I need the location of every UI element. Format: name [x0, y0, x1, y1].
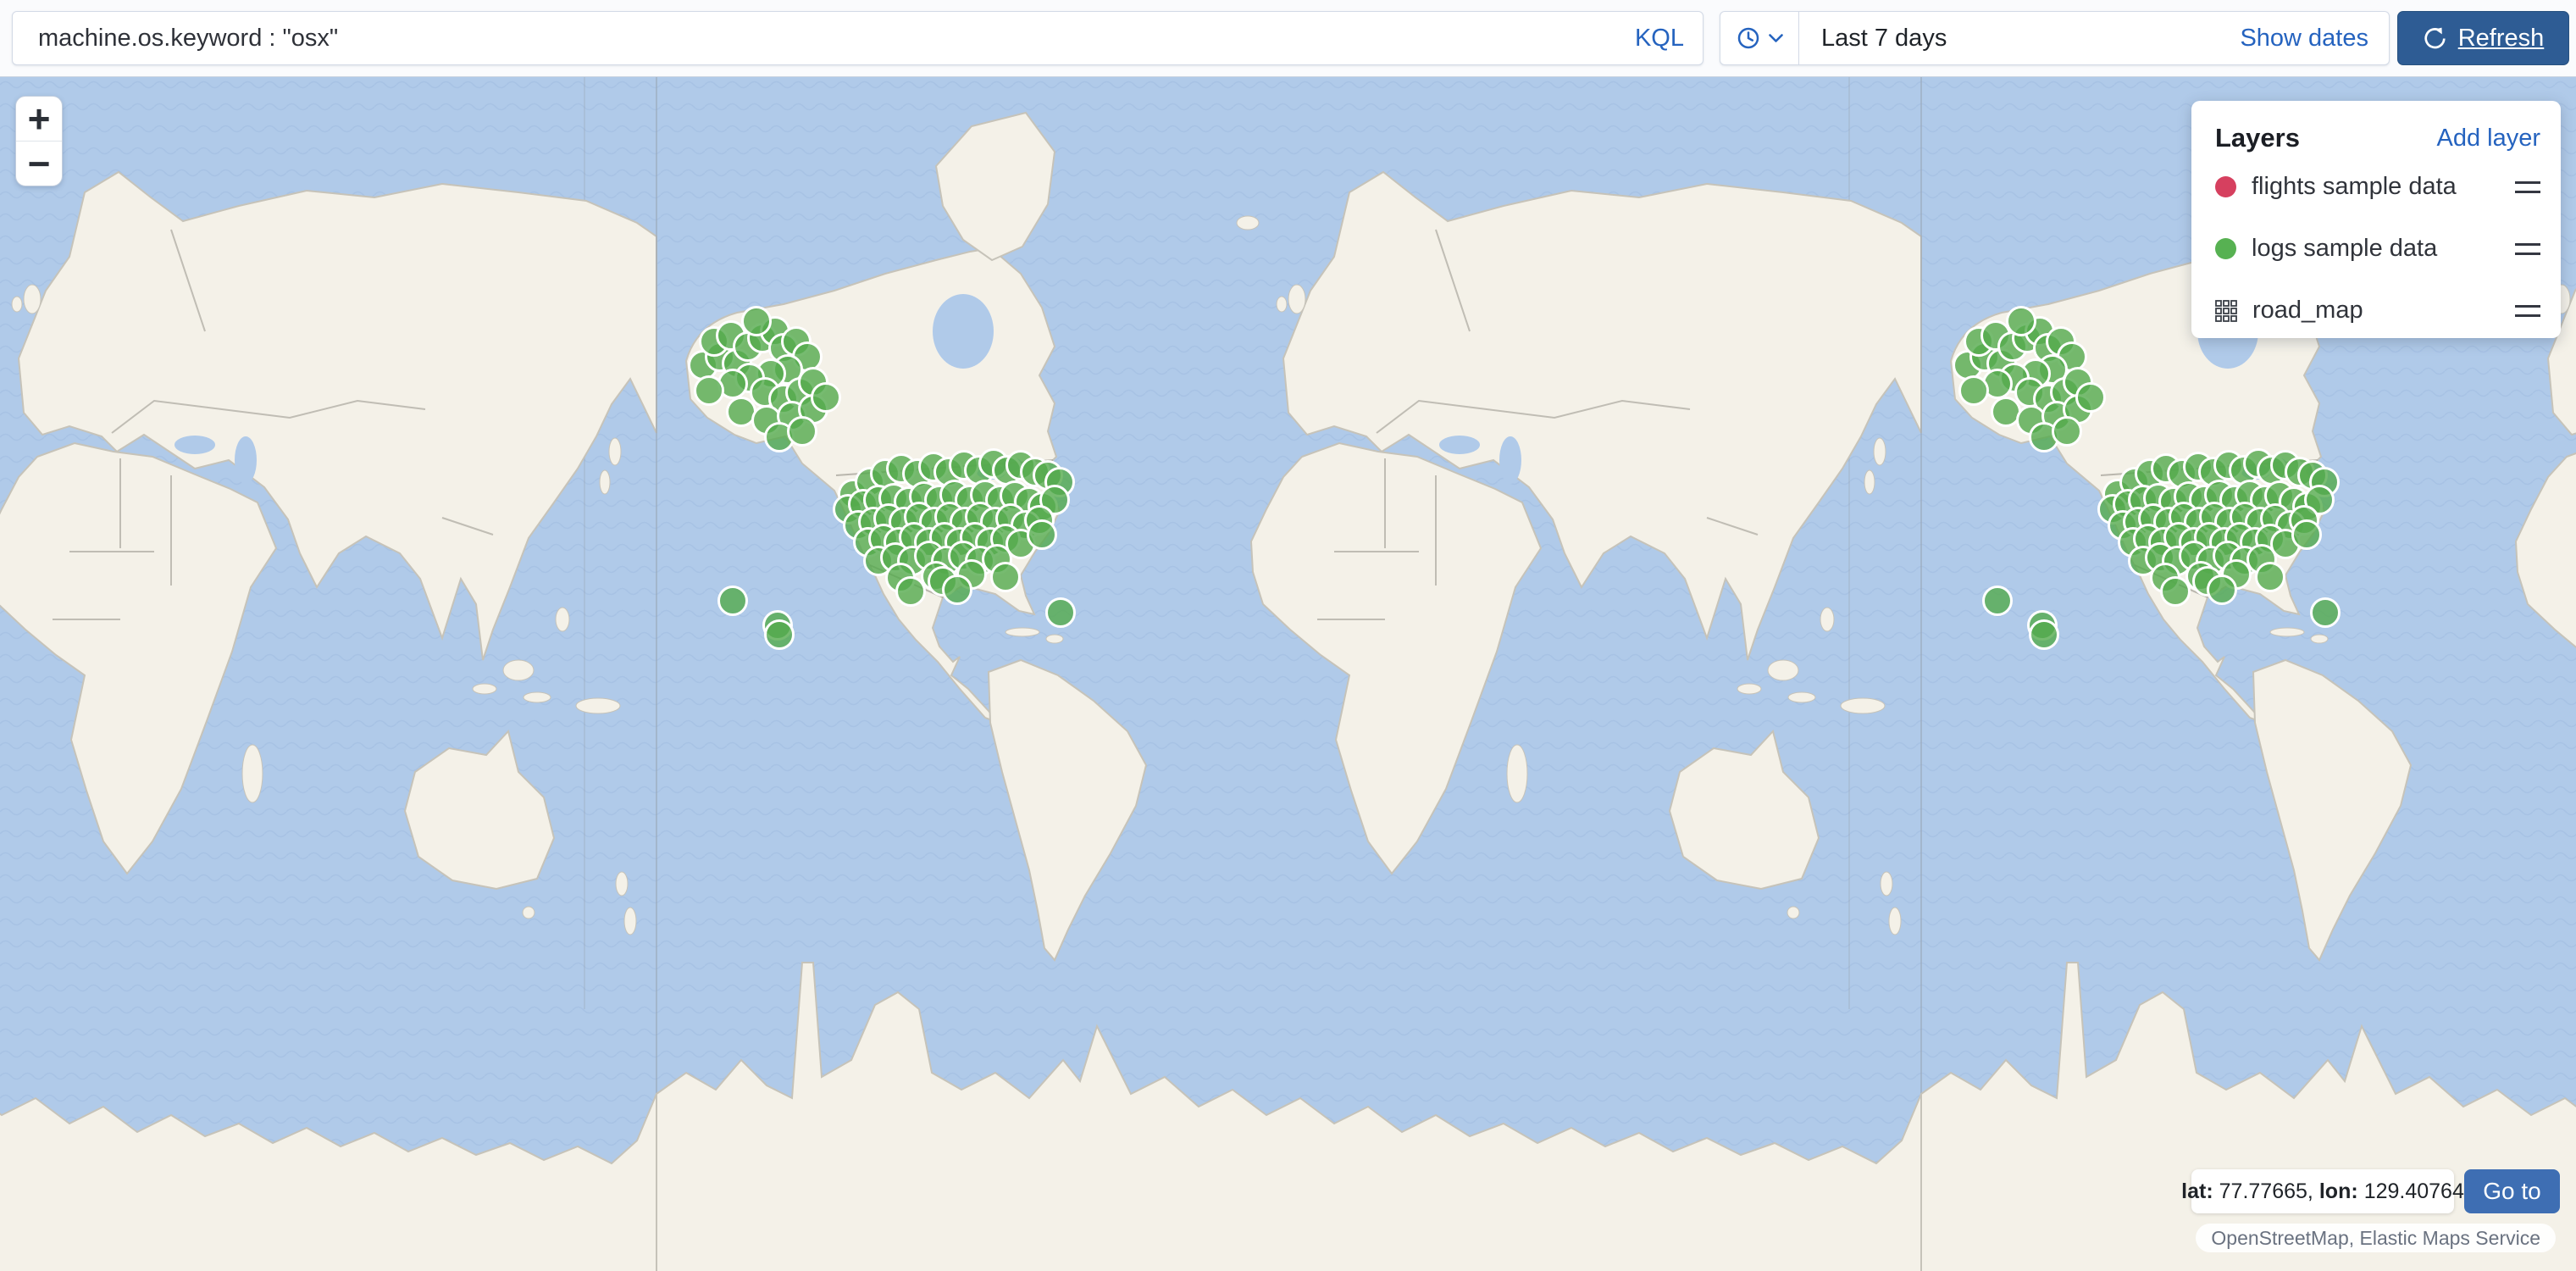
drag-handle-icon[interactable]	[2515, 180, 2540, 193]
drag-handle-icon[interactable]	[2515, 242, 2540, 255]
show-dates-button[interactable]: Show dates	[2240, 24, 2368, 52]
layers-panel: Layers Add layer flights sample data log…	[2191, 101, 2561, 338]
layer-name[interactable]: flights sample data	[2252, 173, 2457, 200]
lon-label: lon:	[2318, 1179, 2358, 1203]
query-language-button[interactable]: KQL	[1634, 24, 1684, 52]
layer-row-roadmap[interactable]: road_map	[2215, 282, 2540, 339]
logs-layer-dots[interactable]	[0, 77, 2576, 1271]
cursor-coordinates: lat: 77.77665, lon: 129.40764	[2181, 1169, 2464, 1213]
time-quick-menu-button[interactable]	[1720, 12, 1799, 64]
lat-label: lat:	[2181, 1179, 2213, 1203]
chevron-down-icon	[1769, 33, 1783, 42]
goto-button[interactable]: Go to	[2464, 1169, 2560, 1213]
kql-query-input[interactable]: machine.os.keyword : "osx" KQL	[12, 11, 1703, 65]
map-canvas[interactable]: + − Layers Add layer flights sample data…	[0, 76, 2576, 1271]
flights-layer-swatch-icon	[2215, 176, 2236, 197]
clock-icon	[1737, 27, 1759, 49]
layer-row-flights[interactable]: flights sample data	[2215, 158, 2540, 215]
query-toolbar: machine.os.keyword : "osx" KQL Last 7 da…	[0, 0, 2576, 76]
refresh-button[interactable]: Refresh	[2397, 11, 2569, 65]
map-zoom-control: + −	[15, 96, 63, 186]
time-picker: Last 7 days Show dates	[1720, 11, 2390, 65]
refresh-label: Refresh	[2457, 24, 2545, 52]
grid-icon	[2215, 299, 2237, 322]
layer-name[interactable]: road_map	[2252, 297, 2363, 324]
layer-name[interactable]: logs sample data	[2252, 235, 2438, 262]
zoom-out-button[interactable]: −	[27, 142, 51, 186]
refresh-icon	[2424, 27, 2446, 48]
lat-value: 77.77665,	[2219, 1179, 2313, 1203]
logs-layer-swatch-icon	[2215, 238, 2236, 259]
lon-value: 129.40764	[2363, 1179, 2464, 1203]
zoom-divider	[16, 141, 62, 142]
add-layer-button[interactable]: Add layer	[2436, 124, 2540, 152]
time-range-value[interactable]: Last 7 days	[1821, 24, 1947, 52]
zoom-in-button[interactable]: +	[27, 97, 51, 141]
layers-panel-title: Layers	[2215, 123, 2300, 153]
map-attribution[interactable]: OpenStreetMap, Elastic Maps Service	[2196, 1224, 2556, 1252]
layer-row-logs[interactable]: logs sample data	[2215, 220, 2540, 277]
query-text[interactable]: machine.os.keyword : "osx"	[38, 24, 339, 52]
basemap	[0, 77, 2576, 1271]
drag-handle-icon[interactable]	[2515, 304, 2540, 317]
